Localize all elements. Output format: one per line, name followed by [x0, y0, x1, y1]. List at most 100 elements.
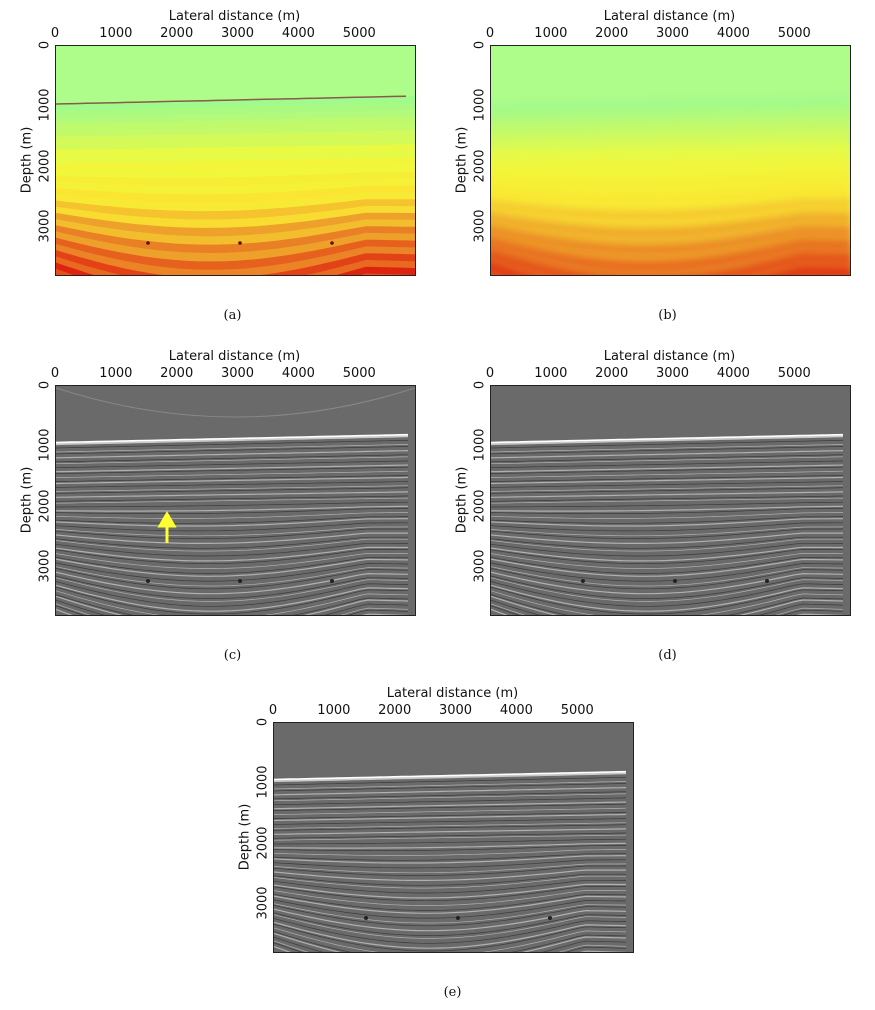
- reflector: [491, 584, 844, 612]
- panel-d-image: [490, 385, 851, 616]
- reflector: [274, 849, 627, 856]
- reflector: [274, 776, 627, 786]
- reflector: [56, 481, 409, 488]
- reflector: [56, 475, 409, 482]
- reflector: [491, 446, 844, 455]
- reflector: [274, 894, 627, 911]
- reflector: [56, 566, 409, 587]
- reflector: [56, 528, 408, 539]
- reflector: [491, 495, 844, 502]
- diffraction-point: [364, 916, 368, 920]
- y-tick-label: 0: [255, 717, 271, 727]
- reflector: [274, 859, 626, 869]
- reflector: [491, 526, 844, 537]
- reflector: [491, 435, 844, 446]
- x-tick-label: 4000: [281, 26, 315, 41]
- y-tick-label: 1000: [472, 88, 488, 122]
- reflector: [491, 491, 844, 498]
- velocity-layer: [491, 262, 850, 275]
- reflector: [274, 853, 627, 861]
- reflector: [274, 797, 627, 806]
- water-bottom-reflector: [491, 433, 844, 444]
- reflector: [491, 512, 844, 519]
- y-axis-label: Depth (m): [237, 803, 253, 870]
- reflector: [56, 538, 409, 552]
- reflector: [274, 834, 627, 841]
- reflector: [491, 566, 844, 587]
- reflector: [491, 450, 844, 459]
- reflector: [274, 772, 627, 783]
- y-tick-label: 3000: [472, 549, 488, 583]
- reflector: [274, 931, 627, 952]
- x-tick-label: 1000: [317, 703, 351, 718]
- reflector: [56, 586, 409, 615]
- diffraction-point: [548, 916, 552, 920]
- reflector: [491, 505, 844, 512]
- reflector: [491, 594, 844, 615]
- x-tick-label: 5000: [560, 703, 594, 718]
- reflector: [56, 485, 409, 492]
- x-tick-label: 2000: [595, 366, 629, 381]
- x-axis-label: Lateral distance (m): [603, 349, 736, 364]
- reflector: [491, 586, 844, 615]
- reflector: [491, 518, 843, 527]
- reflector: [56, 495, 409, 502]
- reflector: [274, 869, 626, 881]
- x-tick-label: 0: [50, 26, 60, 41]
- reflector: [491, 470, 844, 478]
- x-tick-label: 1000: [99, 366, 133, 381]
- panel-caption: (a): [223, 308, 242, 323]
- reflector: [491, 538, 844, 552]
- y-tick-label: 2000: [472, 488, 488, 523]
- panel-e-image: [273, 722, 634, 953]
- diffraction-point: [765, 579, 769, 583]
- reflector: [274, 842, 627, 849]
- reflector: [491, 464, 844, 473]
- velocity-layer: [491, 250, 850, 275]
- x-tick-label: 5000: [342, 366, 376, 381]
- reflector: [56, 497, 409, 504]
- reflector: [274, 818, 627, 825]
- reflector: [491, 605, 844, 615]
- x-tick-label: 0: [50, 366, 60, 381]
- reflector: [56, 439, 409, 449]
- velocity-layer: [56, 268, 415, 275]
- reflector: [56, 594, 409, 615]
- reflector: [274, 791, 627, 800]
- reflector: [491, 466, 844, 474]
- y-axis-label: Depth (m): [19, 466, 35, 533]
- velocity-layer: [56, 262, 415, 275]
- reflector: [274, 895, 627, 914]
- reflector: [274, 918, 627, 944]
- reflector: [274, 845, 626, 852]
- reflector: [274, 936, 627, 952]
- reflector: [56, 487, 409, 494]
- x-tick-label: 1000: [534, 26, 568, 41]
- diffraction-point: [330, 579, 334, 583]
- reflector: [56, 491, 409, 498]
- reflector: [56, 435, 409, 446]
- reflector: [56, 522, 408, 532]
- reflector: [56, 518, 408, 527]
- panel-c-image: [55, 385, 416, 616]
- reflector: [274, 783, 627, 792]
- reflector: [491, 516, 844, 524]
- reflector: [491, 475, 844, 482]
- reflector: [491, 485, 844, 492]
- y-tick-label: 3000: [472, 209, 488, 243]
- panel-caption: (d): [658, 648, 677, 663]
- reflector: [274, 932, 627, 952]
- reflector: [274, 923, 627, 952]
- panel-caption: (b): [658, 308, 677, 323]
- y-tick-label: 2000: [472, 148, 488, 183]
- reflector: [274, 781, 627, 790]
- reflector: [274, 912, 627, 936]
- y-tick-label: 1000: [472, 428, 488, 462]
- diffraction-point: [673, 579, 677, 583]
- reflector: [56, 532, 408, 544]
- x-tick-label: 0: [485, 26, 495, 41]
- reflector: [491, 595, 844, 615]
- point-scatterer: [330, 241, 334, 245]
- reflector: [274, 927, 627, 952]
- x-tick-label: 3000: [655, 366, 690, 381]
